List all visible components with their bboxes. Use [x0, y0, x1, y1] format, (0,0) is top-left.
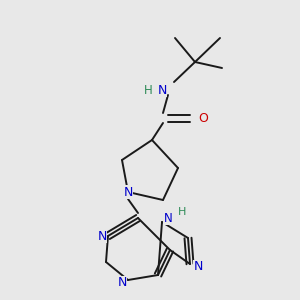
Text: N: N — [193, 260, 203, 274]
Text: N: N — [164, 212, 172, 224]
Text: H: H — [178, 207, 186, 217]
Text: H: H — [144, 83, 152, 97]
Text: O: O — [198, 112, 208, 124]
Text: N: N — [157, 83, 167, 97]
Text: N: N — [117, 277, 127, 290]
Text: N: N — [123, 185, 133, 199]
Text: N: N — [97, 230, 107, 242]
